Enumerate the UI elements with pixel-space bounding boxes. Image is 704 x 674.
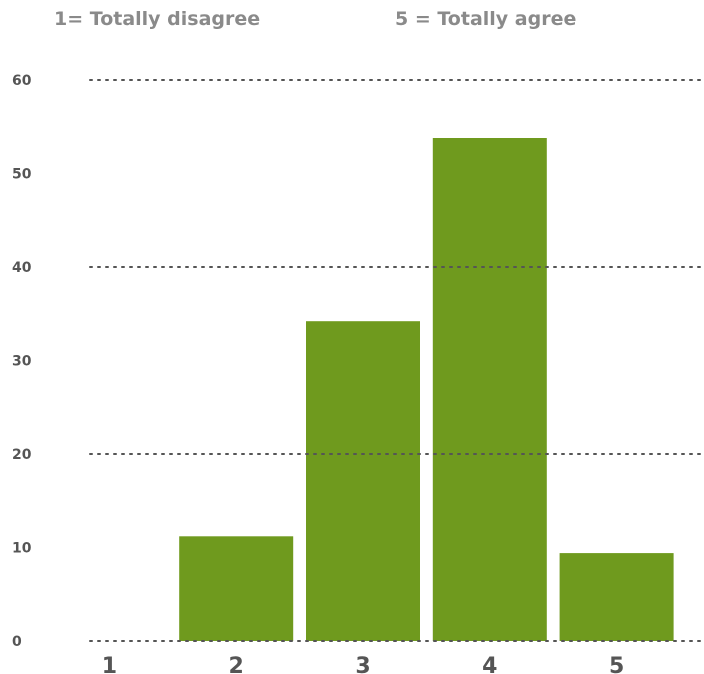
- legend-high-label: 5 = Totally agree: [395, 8, 577, 30]
- x-tick-label-1: 1: [102, 654, 117, 674]
- bar-3: [306, 321, 420, 641]
- bar-2: [179, 536, 294, 641]
- bar-4: [432, 138, 547, 641]
- x-tick-label-4: 4: [482, 654, 497, 674]
- y-tick-label-40: 40: [12, 260, 32, 276]
- y-tick-label-20: 20: [12, 447, 32, 463]
- y-tick-label-60: 60: [12, 73, 32, 89]
- x-tick-label-5: 5: [609, 654, 624, 674]
- y-tick-label-30: 30: [12, 354, 32, 370]
- y-tick-label-10: 10: [12, 541, 32, 557]
- bar-5: [559, 553, 674, 641]
- x-tick-label-3: 3: [355, 654, 370, 674]
- y-tick-label-50: 50: [12, 167, 32, 183]
- legend-low-label: 1= Totally disagree: [54, 8, 261, 30]
- x-tick-label-2: 2: [229, 654, 244, 674]
- y-tick-label-0: 0: [12, 634, 22, 650]
